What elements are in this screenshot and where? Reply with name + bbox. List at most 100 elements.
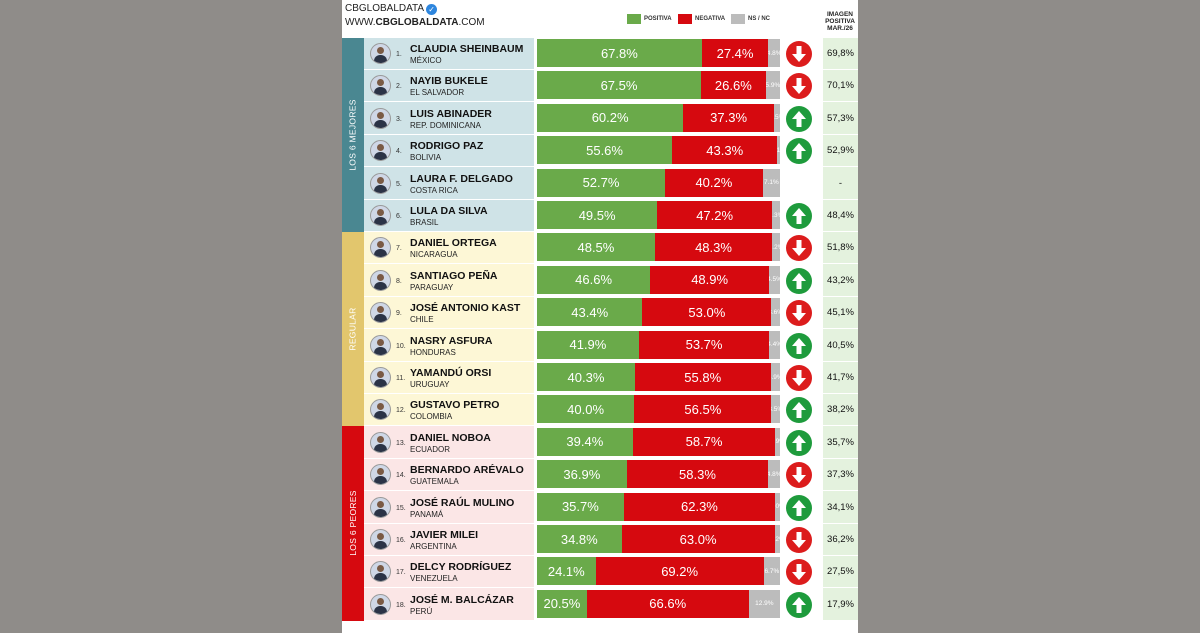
leader-name: GUSTAVO PETRO <box>410 399 500 412</box>
bar-ns: 4.4% <box>769 330 780 359</box>
bar-ns: 3.3% <box>771 201 780 229</box>
bar-positive: 46.6% <box>537 265 651 294</box>
avatar-head-icon <box>377 209 384 216</box>
avatar-body-icon <box>374 217 387 225</box>
leader-name: JAVIER MILEI <box>410 529 479 541</box>
row-divider <box>364 263 858 265</box>
bar-negative: 43.3% <box>672 136 778 165</box>
leader-country: VENEZUELA <box>410 574 458 584</box>
approval-bar: 41.9%53.7%4.4% <box>537 330 780 359</box>
leader-name: NAYIB BUKELE <box>410 75 488 88</box>
trend-arrow-up-icon <box>786 494 812 521</box>
avatar <box>370 237 391 259</box>
bar-negative: 58.7% <box>632 427 776 456</box>
bar-negative: 47.2% <box>657 201 772 229</box>
avatar-head-icon <box>377 79 384 87</box>
bar-ns: 7.1% <box>762 168 780 197</box>
trend-arrow-down-icon <box>786 235 812 262</box>
approval-bar: 40.3%55.8%3.9% <box>537 363 780 391</box>
image-column-background <box>823 38 858 621</box>
leader-country: GUATEMALA <box>410 477 459 487</box>
avatar-head-icon <box>377 176 384 184</box>
leader-country: REP. DOMINICANA <box>410 120 481 130</box>
bar-ns: 2.5% <box>773 103 780 132</box>
bar-positive: 48.5% <box>537 233 655 262</box>
avatar-head-icon <box>377 144 384 152</box>
trend-arrow-up-icon <box>786 397 812 424</box>
leader-name: JOSÉ RAÚL MULINO <box>410 496 515 509</box>
bar-negative: 63.0% <box>621 525 775 553</box>
bar-negative: 37.3% <box>683 103 774 132</box>
avatar-body-icon <box>374 476 387 485</box>
legend-ns-swatch <box>731 14 745 24</box>
row-divider <box>364 522 858 524</box>
rank-number: 3. <box>396 115 402 123</box>
bar-ns: 3.9% <box>770 363 780 391</box>
trend-arrow-up-icon <box>786 332 812 359</box>
verified-icon: ✓ <box>426 4 438 15</box>
rank-number: 12. <box>396 407 406 415</box>
approval-bar: 49.5%47.2%3.3% <box>537 201 780 229</box>
bar-positive: 49.5% <box>537 201 658 229</box>
avatar-head-icon <box>377 306 384 314</box>
rank-number: 7. <box>396 245 402 253</box>
leader-name: BERNARDO ARÉVALO <box>410 464 524 477</box>
row-divider <box>364 587 858 589</box>
leader-country: ECUADOR <box>410 444 451 454</box>
leader-country: BOLIVIA <box>410 153 442 163</box>
leader-name: CLAUDIA SHEINBAUM <box>410 43 524 55</box>
bar-negative: 56.5% <box>634 395 772 424</box>
bar-positive: 35.7% <box>537 492 624 521</box>
image-positive-value: 43,2% <box>827 274 854 286</box>
avatar-body-icon <box>374 152 387 161</box>
approval-bar: 67.8%27.4%4.8% <box>537 39 780 67</box>
rank-number: 4. <box>396 148 402 156</box>
bar-ns: 4.5% <box>769 265 780 294</box>
bar-negative: 58.3% <box>626 460 769 489</box>
rank-number: 10. <box>396 342 406 350</box>
trend-arrow-up-icon <box>786 429 812 456</box>
image-positive-value: - <box>838 177 843 189</box>
approval-bar: 36.9%58.3%4.8% <box>537 460 780 489</box>
row-divider <box>364 166 858 168</box>
bar-ns: 3.6% <box>771 298 780 327</box>
image-positive-value: 52,9% <box>827 145 854 157</box>
image-positive-value: 69,8% <box>827 48 854 59</box>
rank-number: 8. <box>396 277 402 285</box>
image-positive-value: 40,5% <box>827 339 854 351</box>
bar-positive: 40.3% <box>537 363 635 391</box>
bar-negative: 48.3% <box>654 233 773 262</box>
bar-positive: 43.4% <box>537 298 643 327</box>
avatar-head-icon <box>377 111 384 119</box>
website-link[interactable]: WWW.CBGLOBALDATA.COM <box>345 17 485 28</box>
bar-positive: 55.6% <box>537 136 673 165</box>
table-row: 2. NAYIB BUKELE EL SALVADOR 67.5% 26.6% 5.9% 7… <box>342 70 858 103</box>
avatar-body-icon <box>374 314 387 323</box>
leader-country: CHILE <box>410 315 434 325</box>
avatar <box>370 107 391 129</box>
avatar-body-icon <box>374 55 387 63</box>
table-row: 15.JOSÉ RAÚL MULINOPANAMÁ35.7%62.3%2.0%3… <box>342 492 858 524</box>
table-row: 17. DELCY RODRÍGUEZ VENEZUELA 24.1% 69.2% 6.7… <box>342 556 858 589</box>
group-best-strip <box>342 38 364 232</box>
image-positive-value: 27,5% <box>827 566 854 578</box>
row-divider <box>364 360 858 362</box>
row-divider <box>364 295 858 297</box>
rank-number: 6. <box>396 213 402 220</box>
bar-negative: 66.6% <box>586 589 749 618</box>
trend-arrow-up-icon <box>786 138 812 165</box>
avatar <box>370 561 391 583</box>
avatar-head-icon <box>377 371 384 378</box>
trend-arrow-down-icon <box>786 365 812 391</box>
bar-negative: 62.3% <box>623 492 776 521</box>
trend-arrow-up-icon <box>786 267 812 294</box>
leader-name: RODRIGO PAZ <box>410 140 484 153</box>
bar-positive: 52.7% <box>537 168 666 197</box>
image-positive-value: 70,1% <box>827 80 854 92</box>
avatar-body-icon <box>374 281 387 290</box>
approval-bar: 60.2%37.3%2.5% <box>537 103 780 132</box>
bar-positive: 36.9% <box>537 460 627 489</box>
